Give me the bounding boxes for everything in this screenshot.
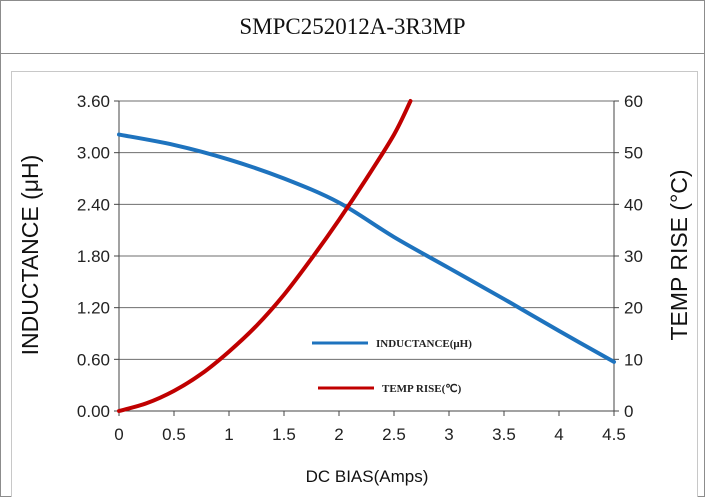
series-layer <box>117 99 616 413</box>
y-left-tick-label: 0.60 <box>77 350 110 369</box>
legend-label-temp-rise: TEMP RISE(℃) <box>382 383 462 395</box>
x-tick-label: 1.5 <box>272 425 296 444</box>
y-left-tick-label: 1.20 <box>77 299 110 318</box>
y-right-tick-label: 0 <box>624 402 633 421</box>
y-left-tick-label: 0.00 <box>77 402 110 421</box>
legend: INDUCTANCE(μH) TEMP RISE(℃) <box>312 338 472 395</box>
x-tick-label: 0 <box>114 425 123 444</box>
x-tick-label: 1 <box>224 425 233 444</box>
chart-title: SMPC252012A-3R3MP <box>239 14 466 39</box>
y-right-tick-label: 60 <box>624 92 643 111</box>
series-line-temp-rise <box>117 99 413 413</box>
plot-box <box>11 71 698 497</box>
y-axis-right-title: TEMP RISE (°C) <box>666 169 692 340</box>
y-right-tick-label: 50 <box>624 144 643 163</box>
y-right-tick-label: 10 <box>624 350 643 369</box>
x-tick-label: 3 <box>444 425 453 444</box>
x-tick-label: 2.5 <box>382 425 406 444</box>
series-line-inductance <box>117 132 616 364</box>
y-axis-left-title: INDUCTANCE (μH) <box>17 155 43 356</box>
x-tick-label: 4 <box>554 425 563 444</box>
y-left-tick-label: 3.00 <box>77 144 110 163</box>
y-left-tick-label: 2.40 <box>77 195 110 214</box>
x-tick-label: 4.5 <box>602 425 626 444</box>
title-bar: SMPC252012A-3R3MP <box>1 1 704 54</box>
y-left-tick-label: 3.60 <box>77 92 110 111</box>
y-left-tick-label: 1.80 <box>77 247 110 266</box>
x-axis-title: DC BIAS(Amps) <box>306 467 429 486</box>
y-right-tick-label: 20 <box>624 299 643 318</box>
x-tick-label: 0.5 <box>162 425 186 444</box>
axes-layer: 0.000.601.201.802.403.003.60010203040506… <box>77 92 643 444</box>
legend-label-inductance: INDUCTANCE(μH) <box>376 338 472 350</box>
x-tick-label: 3.5 <box>492 425 516 444</box>
y-right-tick-label: 30 <box>624 247 643 266</box>
y-right-tick-label: 40 <box>624 195 643 214</box>
x-tick-label: 2 <box>334 425 343 444</box>
